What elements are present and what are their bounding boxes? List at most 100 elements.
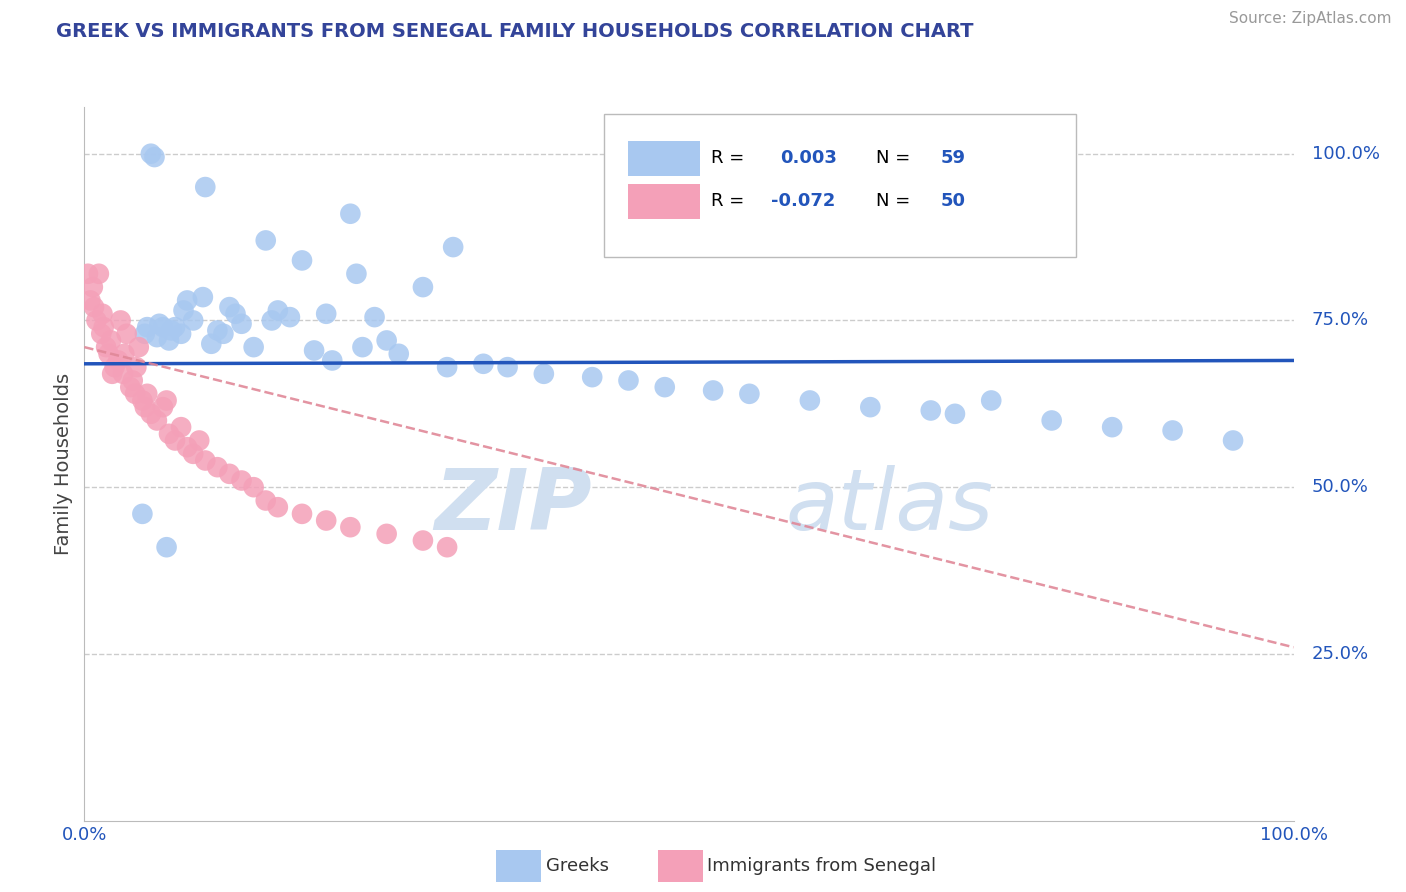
Text: 50: 50 — [941, 193, 966, 211]
Point — [231, 474, 253, 488]
Point — [157, 334, 180, 348]
Point — [339, 207, 361, 221]
Text: atlas: atlas — [786, 465, 994, 549]
Point — [97, 347, 120, 361]
Point — [194, 180, 217, 194]
Text: R =: R = — [710, 193, 749, 211]
Point — [412, 280, 434, 294]
Point — [181, 313, 204, 327]
Point — [181, 447, 204, 461]
Point — [143, 150, 166, 164]
Point — [131, 507, 153, 521]
Point — [83, 300, 105, 314]
Point — [702, 384, 724, 398]
Point — [139, 407, 162, 421]
Point — [160, 323, 183, 337]
Point — [176, 293, 198, 308]
Point — [1161, 424, 1184, 438]
FancyBboxPatch shape — [628, 184, 700, 219]
Point — [920, 403, 942, 417]
Point — [436, 360, 458, 375]
Point — [231, 317, 253, 331]
Point — [136, 320, 159, 334]
Point — [267, 303, 290, 318]
Point — [120, 380, 142, 394]
Point — [321, 353, 343, 368]
Point — [125, 360, 148, 375]
Point — [533, 367, 555, 381]
Point — [375, 334, 398, 348]
Point — [315, 514, 337, 528]
Point — [94, 340, 117, 354]
Point — [170, 326, 193, 341]
Point — [112, 367, 135, 381]
Point — [115, 326, 138, 341]
Point — [101, 367, 124, 381]
Point — [155, 540, 177, 554]
Point — [91, 307, 114, 321]
Point — [496, 360, 519, 375]
Point — [943, 407, 966, 421]
Point — [93, 320, 115, 334]
Point — [302, 343, 325, 358]
Point — [136, 386, 159, 401]
Point — [738, 386, 761, 401]
Point — [1040, 413, 1063, 427]
Point — [191, 290, 214, 304]
Point — [218, 300, 240, 314]
Point — [152, 400, 174, 414]
Text: Greeks: Greeks — [546, 857, 609, 875]
Point — [90, 326, 112, 341]
Point — [254, 493, 277, 508]
Point — [148, 317, 170, 331]
Point — [375, 527, 398, 541]
Point — [859, 400, 882, 414]
Point — [352, 340, 374, 354]
Point — [155, 393, 177, 408]
Point — [1101, 420, 1123, 434]
Point — [112, 347, 135, 361]
Point — [157, 426, 180, 441]
Text: GREEK VS IMMIGRANTS FROM SENEGAL FAMILY HOUSEHOLDS CORRELATION CHART: GREEK VS IMMIGRANTS FROM SENEGAL FAMILY … — [56, 22, 974, 41]
Point — [388, 347, 411, 361]
Point — [104, 360, 127, 375]
Y-axis label: Family Households: Family Households — [53, 373, 73, 555]
Point — [139, 146, 162, 161]
Point — [260, 313, 283, 327]
Point — [131, 393, 153, 408]
Text: 50.0%: 50.0% — [1312, 478, 1368, 496]
Point — [1222, 434, 1244, 448]
Point — [472, 357, 495, 371]
Text: Immigrants from Senegal: Immigrants from Senegal — [707, 857, 936, 875]
Point — [79, 293, 101, 308]
Text: -0.072: -0.072 — [770, 193, 835, 211]
Point — [315, 307, 337, 321]
Text: N =: N = — [876, 193, 917, 211]
Point — [194, 453, 217, 467]
Point — [291, 253, 314, 268]
Point — [124, 386, 146, 401]
Point — [188, 434, 211, 448]
Point — [152, 320, 174, 334]
Point — [339, 520, 361, 534]
Point — [436, 540, 458, 554]
Point — [107, 353, 129, 368]
Point — [225, 307, 247, 321]
Text: 0.003: 0.003 — [779, 150, 837, 168]
Point — [412, 533, 434, 548]
Point — [278, 310, 301, 325]
Text: 59: 59 — [941, 150, 966, 168]
FancyBboxPatch shape — [605, 114, 1076, 257]
Point — [212, 326, 235, 341]
Point — [170, 420, 193, 434]
Point — [146, 413, 169, 427]
Point — [200, 336, 222, 351]
Point — [134, 400, 156, 414]
Text: Source: ZipAtlas.com: Source: ZipAtlas.com — [1229, 11, 1392, 26]
Point — [799, 393, 821, 408]
Point — [134, 326, 156, 341]
Text: 100.0%: 100.0% — [1312, 145, 1379, 162]
Point — [291, 507, 314, 521]
Point — [363, 310, 385, 325]
Point — [242, 340, 264, 354]
